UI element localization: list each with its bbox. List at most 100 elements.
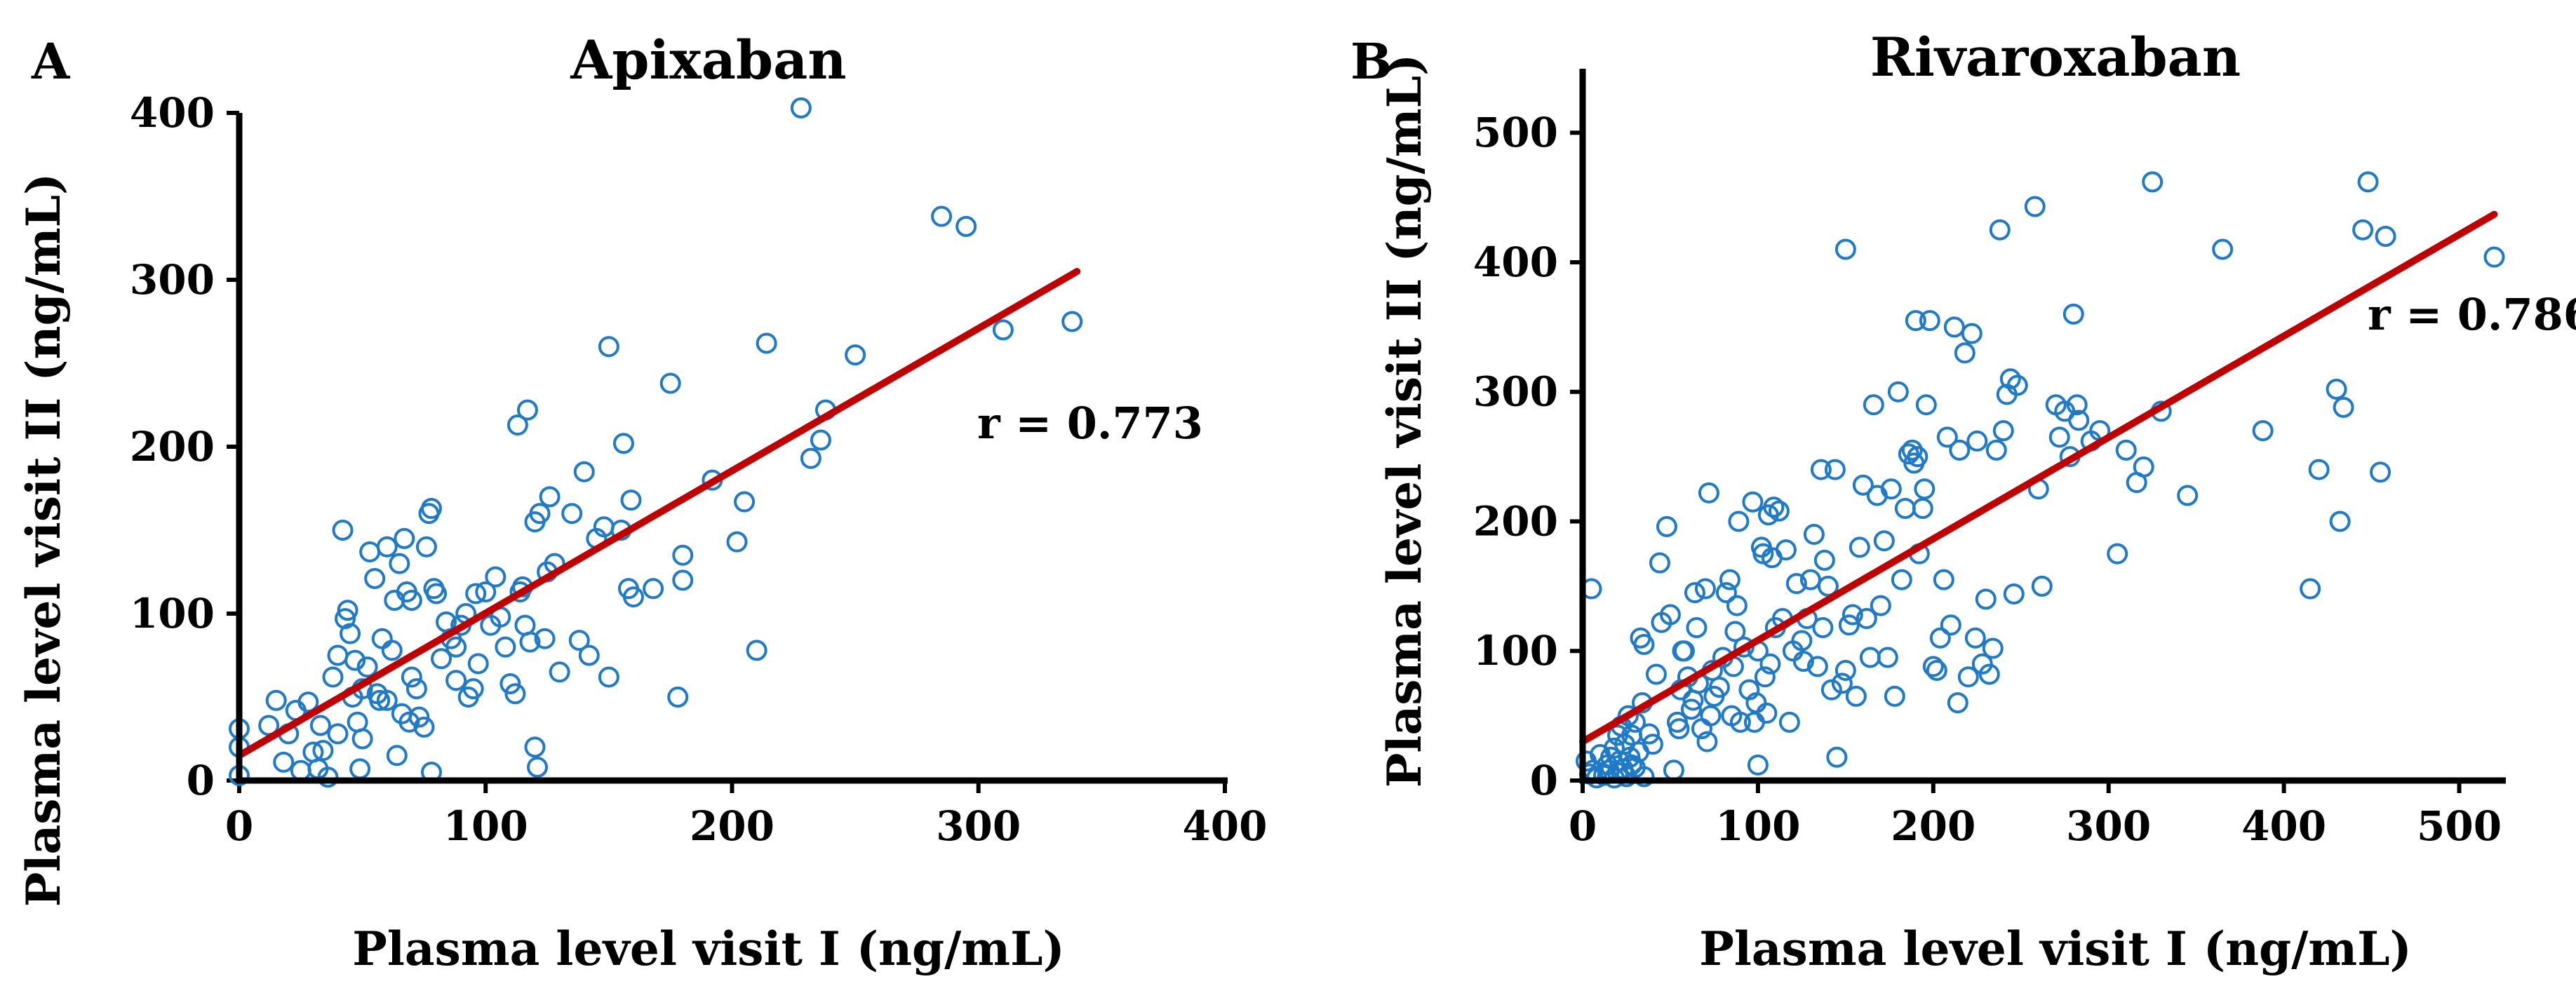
panel-a-point-63 <box>462 678 484 700</box>
panel-a-point-94 <box>598 666 619 688</box>
panel-a-point-111 <box>790 97 812 119</box>
panel-a-point-55 <box>431 648 452 670</box>
panel-a-point-38 <box>386 745 408 766</box>
panel-b-point-46 <box>1684 582 1705 604</box>
panel-a-x-tick-label-3: 300 <box>936 802 1021 850</box>
panel-a-point-51 <box>420 498 442 520</box>
panel-b-point-10 <box>1603 737 1625 759</box>
panel-b-point-125 <box>1907 446 1928 468</box>
panel-b-point-150 <box>1989 219 2011 241</box>
panel-b-point-30 <box>1638 723 1660 745</box>
panel-a-point-18 <box>332 520 354 541</box>
panel-b-point-147 <box>1978 663 2000 685</box>
panel-b-y-tick-label-4: 400 <box>1473 238 1558 286</box>
panel-b-point-109 <box>1856 608 1877 630</box>
panel-b-point-103 <box>1834 659 1856 681</box>
panel-b-point-58 <box>1715 582 1737 604</box>
panel-b-point-164 <box>2066 394 2088 416</box>
panel-b-x-tick-label-0: 0 <box>1569 802 1597 850</box>
panel-b-point-113 <box>1870 595 1891 616</box>
panel-b-point-32 <box>1645 663 1667 685</box>
panel-b-point-155 <box>2006 374 2028 396</box>
panel-b-point-35 <box>1656 515 1677 537</box>
panel-a-r-annotation: r = 0.773 <box>977 398 1203 449</box>
panel-b-point-31 <box>1642 734 1663 755</box>
panel-a-letter: A <box>31 32 71 90</box>
panel-b-point-6 <box>1592 764 1614 786</box>
panel-b-point-116 <box>1880 478 1902 500</box>
panel-a-point-107 <box>726 531 748 553</box>
panel-a-point-85 <box>539 486 561 508</box>
panel-b-point-29 <box>1633 766 1655 788</box>
panel-b-point-50 <box>1694 578 1716 600</box>
panel-b-point-51 <box>1696 731 1718 752</box>
panel-b-point-158 <box>2031 575 2053 597</box>
panel-a-point-97 <box>612 433 634 454</box>
panel-a-point-30 <box>364 568 386 590</box>
panel-a-point-3 <box>265 689 287 711</box>
panel-b-point-183 <box>2357 171 2379 193</box>
panel-a-point-83 <box>534 628 556 649</box>
panel-b-point-172 <box>2142 171 2164 193</box>
panel-a-point-27 <box>351 728 373 750</box>
panel-a-point-46 <box>405 678 427 700</box>
panel-b-point-85 <box>1778 711 1800 733</box>
panel-a-point-91 <box>578 644 600 666</box>
panel-a-point-17 <box>327 644 349 666</box>
panel-b-point-137 <box>1943 316 1965 338</box>
panel-b-point-135 <box>1936 426 1958 448</box>
panel-b-point-96 <box>1813 549 1835 571</box>
panel-b-x-tick-label-4: 400 <box>2241 802 2326 850</box>
panel-b-point-89 <box>1792 651 1814 673</box>
panel-b-y-tick-label-3: 300 <box>1473 368 1558 416</box>
panel-b-point-102 <box>1834 238 1856 260</box>
panel-b-point-139 <box>1949 439 1971 461</box>
panel-a-point-41 <box>394 527 415 549</box>
panel-b-y-axis-label: Plasma level visit II (ng/mL) <box>1377 54 1432 788</box>
panel-b-point-142 <box>1961 323 1983 344</box>
panel-b-x-tick-label-3: 300 <box>2066 802 2151 850</box>
panel-a-point-25 <box>349 758 371 780</box>
panel-b-point-153 <box>1999 368 2021 390</box>
panel-b-point-131 <box>1922 656 1944 677</box>
panel-a-x-axis-label: Plasma level visit I (ng/mL) <box>352 921 1065 976</box>
panel-b-point-105 <box>1842 604 1863 626</box>
panel-b-point-111 <box>1863 394 1884 416</box>
panel-a-x-tick-label-0: 0 <box>225 802 253 850</box>
panel-b-point-182 <box>2352 219 2374 241</box>
panel-b-x-tick-label-5: 500 <box>2417 802 2502 850</box>
panel-a-point-77 <box>516 399 538 421</box>
panel-b-regression-line <box>1579 210 2498 745</box>
panel-a-point-39 <box>389 553 410 574</box>
panel-b-point-33 <box>1649 552 1670 574</box>
panel-a-point-113 <box>810 429 831 451</box>
panel-a-point-64 <box>465 583 487 604</box>
panel-a-point-88 <box>561 503 583 525</box>
panel-b-point-52 <box>1698 482 1719 504</box>
panel-b-letter: B <box>1350 32 1392 90</box>
panel-a-point-110 <box>756 332 777 354</box>
panel-a-x-tick-label-2: 200 <box>690 802 774 850</box>
panel-b-r-annotation: r = 0.786 <box>2368 289 2576 340</box>
panel-b-y-tick-label-5: 500 <box>1473 109 1558 156</box>
panel-b-point-92 <box>1803 523 1825 545</box>
panel-a-point-34 <box>376 536 398 558</box>
panel-b-point-141 <box>1957 666 1979 688</box>
panel-a-point-81 <box>527 756 549 778</box>
panel-b-point-115 <box>1877 647 1898 668</box>
panel-b-point-71 <box>1747 754 1769 776</box>
panel-b-point-84 <box>1775 539 1797 561</box>
panel-a-point-45 <box>401 589 422 611</box>
panel-b-point-179 <box>2326 379 2347 400</box>
panel-b-point-114 <box>1873 530 1895 552</box>
panel-b-point-143 <box>1964 627 1986 649</box>
panel-b-point-163 <box>2062 303 2084 325</box>
panel-a-point-90 <box>573 461 595 482</box>
panel-b-y-tick-label-1: 100 <box>1473 627 1558 675</box>
panel-a-point-28 <box>356 656 378 678</box>
panel-b-point-91 <box>1799 569 1821 590</box>
panel-b-point-47 <box>1686 616 1708 638</box>
panel-b-point-129 <box>1915 394 1937 416</box>
panel-a-point-47 <box>408 706 430 728</box>
panel-b-point-97 <box>1817 575 1839 597</box>
